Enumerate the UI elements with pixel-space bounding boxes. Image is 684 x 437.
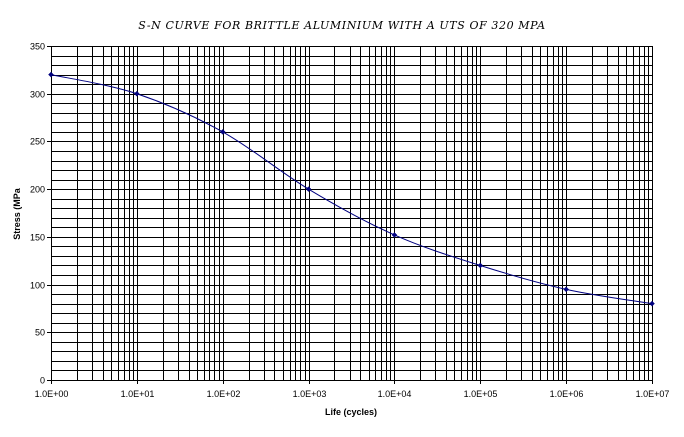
data-point-marker (134, 90, 140, 97)
y-tick-label: 300 (30, 90, 45, 100)
data-point-marker (48, 71, 54, 78)
y-tick-label: 200 (30, 185, 45, 195)
x-tick-label: 1.0E+04 (378, 389, 412, 399)
x-tick-label: 1.0E+01 (121, 389, 155, 399)
y-tick-label: 350 (30, 42, 45, 52)
y-axis-label: Stress (MPa (12, 187, 22, 240)
y-tick-label: 50 (35, 328, 45, 338)
series-line (50, 74, 653, 305)
x-tick-label: 1.0E+02 (207, 389, 241, 399)
data-series (48, 71, 655, 307)
x-tick-label: 1.0E+07 (636, 389, 670, 399)
data-point-marker (649, 300, 655, 307)
tick-labels: 0 50 100 150 200 250 300 350 1.0E+00 1.0E+01 1.0E+… (30, 42, 669, 400)
data-point-marker (305, 186, 312, 192)
data-point-marker (563, 286, 569, 293)
x-axis-label: Life (cycles) (325, 407, 377, 417)
axes (47, 46, 653, 384)
y-tick-label: 100 (30, 281, 45, 291)
x-tick-label: 1.0E+05 (464, 389, 498, 399)
x-tick-label: 1.0E+06 (550, 389, 584, 399)
grid-lines (51, 46, 653, 381)
y-tick-label: 0 (40, 376, 45, 386)
data-point-marker (219, 129, 226, 135)
y-tick-label: 150 (30, 233, 45, 243)
y-tick-label: 250 (30, 137, 45, 147)
x-tick-label: 1.0E+03 (293, 389, 327, 399)
data-point-marker (477, 262, 484, 269)
data-point-marker (391, 232, 398, 238)
x-tick-label: 1.0E+00 (35, 389, 69, 399)
chart-title: S-N CURVE FOR BRITTLE ALUMINIUM WITH A U… (138, 19, 545, 32)
